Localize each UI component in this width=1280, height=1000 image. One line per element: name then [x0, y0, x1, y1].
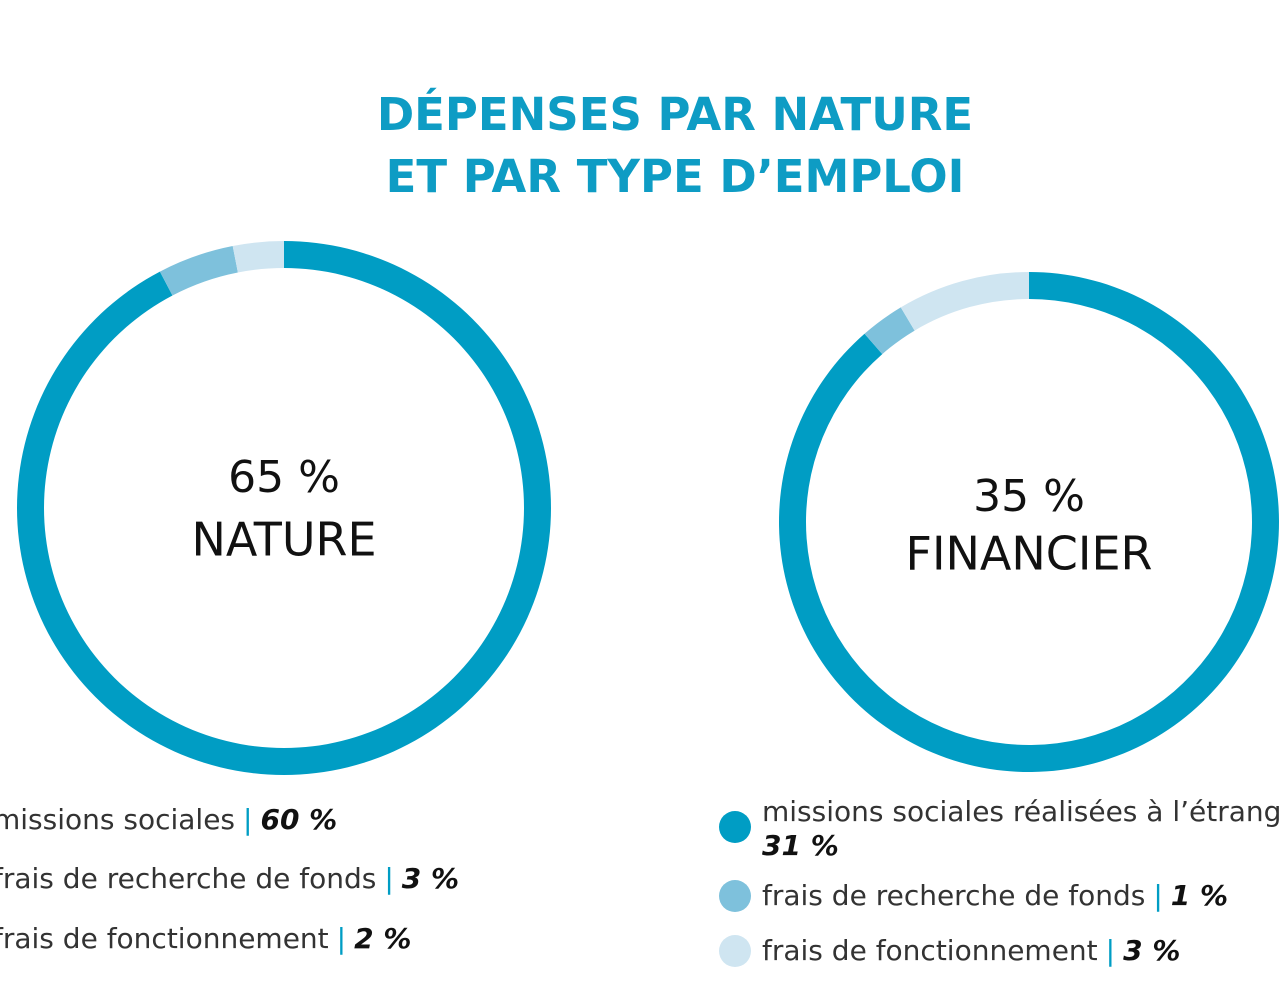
donut-center-label: FINANCIER: [905, 527, 1152, 581]
legend-swatch: [719, 935, 751, 967]
donut-slice: [159, 245, 238, 296]
donut-center-value: 65 %: [228, 452, 340, 503]
legend-separator: |: [1105, 934, 1116, 967]
legend-item-right-frais-fonctionnement: frais de fonctionnement | 3 %: [762, 934, 1180, 968]
legend-item-left-missions-sociales: missions sociales | 60 %: [0, 803, 337, 837]
legend-item-right-missions-sociales-etranger: missions sociales réalisées à l’étrang 3…: [762, 795, 1280, 863]
legend-separator: |: [1153, 879, 1163, 912]
legend-value: 3 %: [1123, 934, 1181, 967]
legend-item-left-frais-fonctionnement: frais de fonctionnement | 2 %: [0, 922, 411, 956]
donut-center-label: NATURE: [191, 513, 376, 567]
donut-slice: [900, 272, 1029, 331]
legend-value: 1 %: [1170, 879, 1229, 912]
legend-item-left-frais-recherche: frais de recherche de fonds | 3 %: [0, 862, 459, 896]
legend-value: 2 %: [354, 922, 412, 955]
legend-value: 60 %: [260, 803, 338, 836]
legend-label: frais de recherche de fonds: [762, 879, 1146, 912]
legend-swatch: [719, 811, 751, 843]
chart-title-line-2: ET PAR TYPE D’EMPLOI: [385, 150, 965, 203]
legend-label: missions sociales réalisées à l’étrang: [762, 795, 1280, 828]
donut-slice: [16, 241, 551, 775]
legend-label: frais de recherche de fonds: [0, 862, 377, 895]
legend-label: frais de fonctionnement: [0, 922, 329, 955]
donut-slice: [232, 241, 284, 273]
legend-label: missions sociales: [0, 803, 236, 836]
legend-separator: |: [336, 922, 347, 955]
legend-value: 31 %: [762, 829, 839, 862]
donut-slice: [779, 272, 1280, 772]
donut-slice: [864, 307, 915, 355]
donut-center-value: 35 %: [973, 471, 1085, 522]
legend-label: frais de fonctionnement: [762, 934, 1098, 967]
chart-title-line-1: DÉPENSES PAR NATURE: [376, 88, 974, 141]
legend-separator: |: [384, 862, 394, 895]
legend-value: 3 %: [401, 862, 460, 895]
legend-swatch: [719, 880, 751, 912]
legend-item-right-frais-recherche: frais de recherche de fonds | 1 %: [762, 879, 1228, 913]
legend-separator: |: [243, 803, 253, 836]
